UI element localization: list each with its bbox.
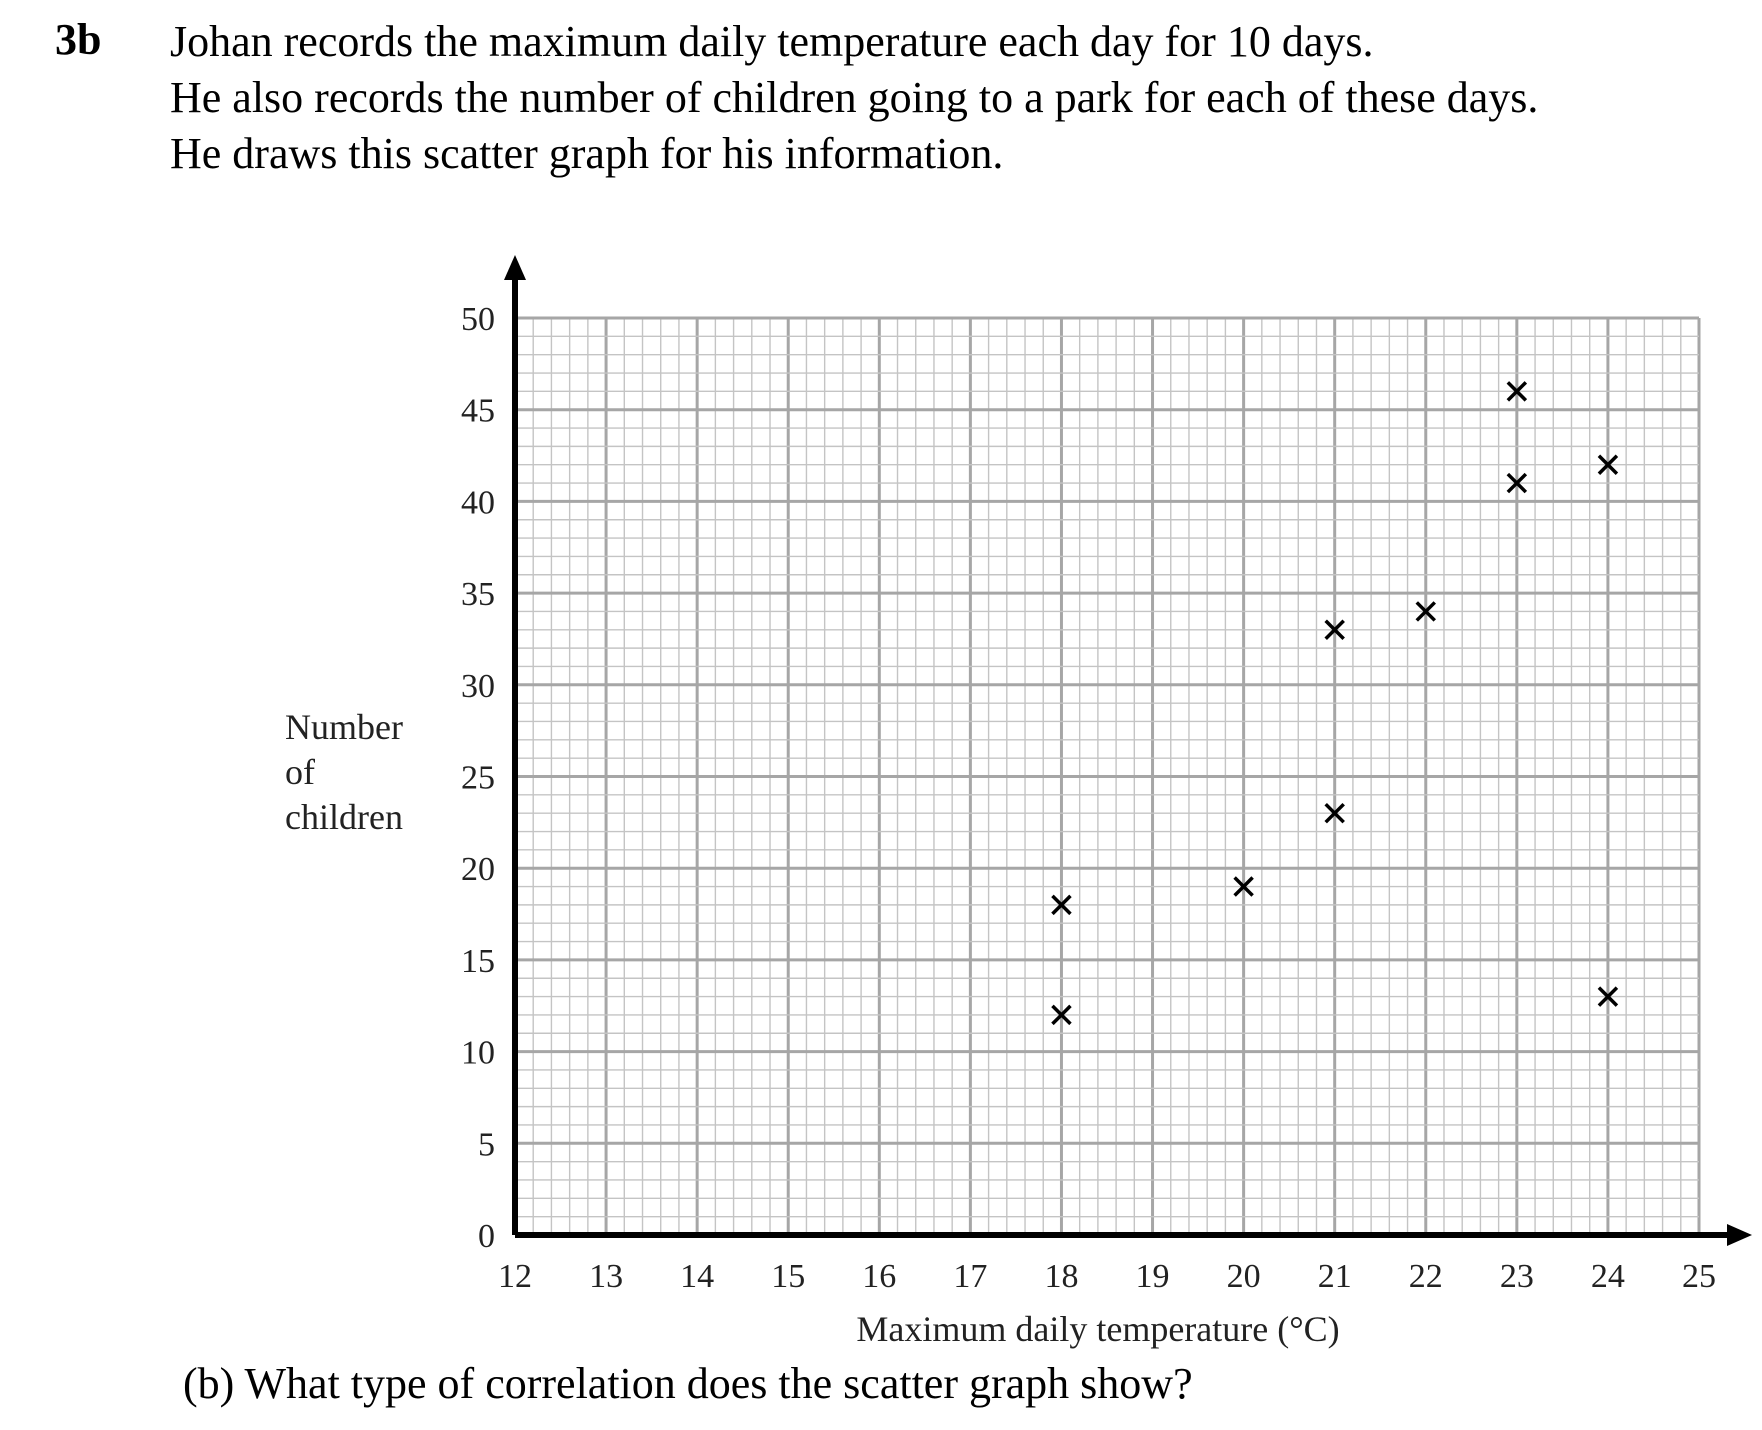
data-point	[1506, 472, 1528, 494]
axes	[504, 255, 1752, 1246]
data-point	[1051, 894, 1072, 916]
x-tick-label: 20	[1227, 1258, 1261, 1295]
data-point	[1506, 381, 1528, 402]
y-axis-label-line-1: Number	[285, 707, 403, 747]
x-tick-label: 24	[1591, 1258, 1625, 1295]
y-tick-label: 25	[461, 760, 495, 797]
data-point-stroke	[1506, 381, 1528, 402]
y-axis-arrowhead	[504, 255, 526, 280]
y-tick-label: 45	[461, 393, 495, 430]
data-point-stroke	[1051, 1004, 1072, 1026]
y-tick-label: 40	[461, 484, 495, 521]
data-point	[1597, 454, 1619, 475]
y-tick-label: 20	[461, 851, 495, 888]
data-point	[1324, 619, 1345, 641]
y-tick-label: 35	[461, 576, 495, 613]
x-axis-label: Maximum daily temperature (°C)	[856, 1309, 1339, 1349]
question-number: 3b	[55, 15, 102, 64]
y-axis-label-line-3: children	[285, 797, 403, 837]
x-tick-label: 22	[1409, 1258, 1443, 1295]
x-tick-label: 25	[1682, 1258, 1716, 1295]
intro-line-1: Johan records the maximum daily temperat…	[170, 17, 1374, 66]
question-part-b: (b) What type of correlation does the sc…	[183, 1359, 1193, 1408]
y-tick-label: 5	[478, 1126, 495, 1163]
x-tick-label: 16	[862, 1258, 896, 1295]
y-tick-label: 30	[461, 668, 495, 705]
data-point-stroke	[1324, 802, 1345, 824]
x-tick-label: 21	[1318, 1258, 1352, 1295]
data-point	[1324, 802, 1345, 824]
grid	[513, 316, 1701, 1237]
y-tick-label: 50	[461, 301, 495, 338]
x-tick-label: 15	[771, 1258, 805, 1295]
axis-labels: Number of children Maximum daily tempera…	[285, 707, 1340, 1349]
data-point	[1233, 876, 1254, 897]
data-point-stroke	[1324, 619, 1345, 641]
data-points	[1051, 381, 1619, 1026]
data-point-stroke	[1506, 472, 1528, 494]
x-axis-arrowhead	[1727, 1224, 1752, 1246]
data-point-stroke	[1597, 454, 1619, 475]
x-tick-label: 19	[1136, 1258, 1170, 1295]
x-tick-label: 18	[1044, 1258, 1078, 1295]
y-axis-label-line-2: of	[285, 752, 315, 792]
tick-labels: 12 13 14 15 16 17 18 19 20 21 22 23 24 25 0 5 10 15 20 25 30…	[461, 301, 1716, 1295]
intro-line-2: He also records the number of children g…	[170, 73, 1539, 122]
x-tick-label: 13	[589, 1258, 623, 1295]
y-tick-label: 0	[478, 1218, 495, 1255]
intro-line-3: He draws this scatter graph for his info…	[170, 129, 1004, 178]
data-point-stroke	[1415, 601, 1437, 622]
x-tick-label: 17	[953, 1258, 987, 1295]
x-tick-label: 12	[498, 1258, 532, 1295]
data-point-stroke	[1597, 986, 1619, 1007]
data-point-stroke	[1233, 876, 1254, 897]
question-intro: Johan records the maximum daily temperat…	[170, 14, 1538, 182]
data-point	[1415, 601, 1437, 622]
data-point	[1051, 1004, 1072, 1026]
data-point	[1597, 986, 1619, 1007]
x-tick-label: 23	[1500, 1258, 1534, 1295]
y-tick-label: 10	[461, 1035, 495, 1072]
x-tick-label: 14	[680, 1258, 714, 1295]
data-point-stroke	[1051, 894, 1072, 916]
y-tick-label: 15	[461, 943, 495, 980]
